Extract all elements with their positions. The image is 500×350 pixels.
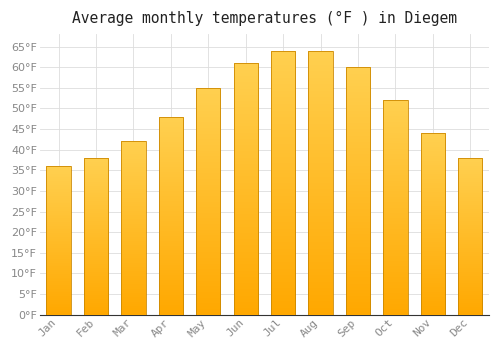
Bar <box>458 158 482 315</box>
Bar <box>420 133 445 315</box>
Bar <box>84 158 108 315</box>
Bar <box>122 141 146 315</box>
Bar <box>46 166 71 315</box>
Bar <box>271 51 295 315</box>
Bar <box>234 63 258 315</box>
Bar <box>308 51 332 315</box>
Bar <box>196 88 220 315</box>
Title: Average monthly temperatures (°F ) in Diegem: Average monthly temperatures (°F ) in Di… <box>72 11 457 26</box>
Bar <box>383 100 407 315</box>
Bar <box>346 67 370 315</box>
Bar <box>158 117 183 315</box>
